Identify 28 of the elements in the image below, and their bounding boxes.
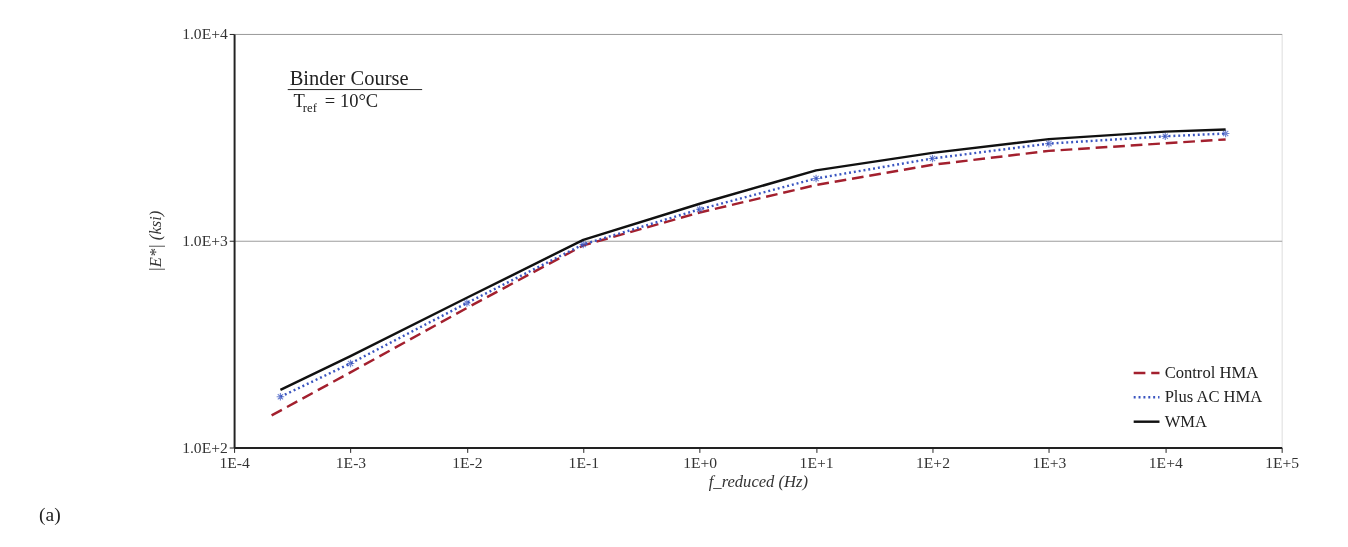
y-tick-label: 1.0E+2 (182, 438, 228, 456)
point (695, 204, 705, 214)
x-tick-label: 1E-4 (219, 453, 250, 471)
x-tick-label: 1E-2 (452, 453, 483, 471)
y-tick-label: 1.0E+4 (182, 25, 228, 43)
point (462, 298, 472, 308)
x-tick-label: 1E+5 (1265, 453, 1300, 471)
y-tick-label: 1.0E+3 (182, 232, 228, 250)
y-axis-title: |E*| (ksi) (145, 210, 165, 272)
x-tick-label: 1E+4 (1148, 453, 1183, 471)
x-tick-label: 1E-1 (568, 453, 599, 471)
legend-label: WMA (1164, 411, 1208, 431)
x-tick-label: 1E+0 (683, 453, 718, 471)
point (928, 154, 937, 163)
text: (a) (39, 503, 61, 526)
annotation: Binder Course (289, 66, 409, 89)
x-axis-title: f_reduced (Hz) (708, 472, 809, 492)
point (346, 359, 355, 368)
point (811, 174, 821, 183)
point (1160, 131, 1170, 141)
x-tick-label: 1E+2 (916, 453, 950, 471)
x-tick-label: 1E+3 (1032, 453, 1067, 471)
legend-label: Control HMA (1164, 362, 1259, 382)
x-tick-label: 1E+1 (799, 453, 834, 471)
point (578, 240, 588, 249)
point (1044, 139, 1054, 148)
x-tick-label: 1E-3 (335, 453, 367, 471)
legend-label: Plus AC HMA (1164, 387, 1263, 407)
